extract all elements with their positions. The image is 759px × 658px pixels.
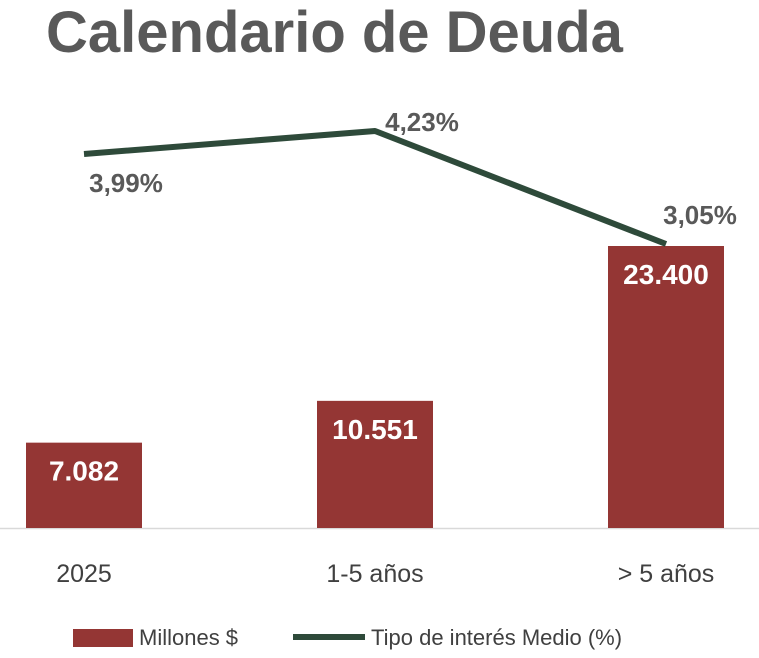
line-value-label: 3,99% [89, 168, 163, 198]
bar-value-label: 7.082 [49, 456, 119, 487]
legend-swatch-bars [73, 629, 133, 647]
x-tick-label: > 5 años [618, 560, 715, 588]
bar-3 [608, 246, 724, 528]
chart-title: Calendario de Deuda [46, 0, 623, 65]
line-value-label: 4,23% [385, 107, 459, 137]
legend-label-bars: Millones $ [139, 625, 238, 650]
line-value-label: 3,05% [663, 200, 737, 230]
x-tick-label: 2025 [56, 560, 112, 588]
legend-label-line: Tipo de interés Medio (%) [371, 625, 622, 650]
bar-2 [317, 400, 433, 528]
bar-value-label: 23.400 [623, 259, 709, 290]
bar-value-label: 10.551 [332, 414, 418, 445]
bar-1 [26, 442, 142, 528]
x-tick-label: 1-5 años [326, 560, 423, 588]
interest-rate-line [83, 128, 668, 247]
